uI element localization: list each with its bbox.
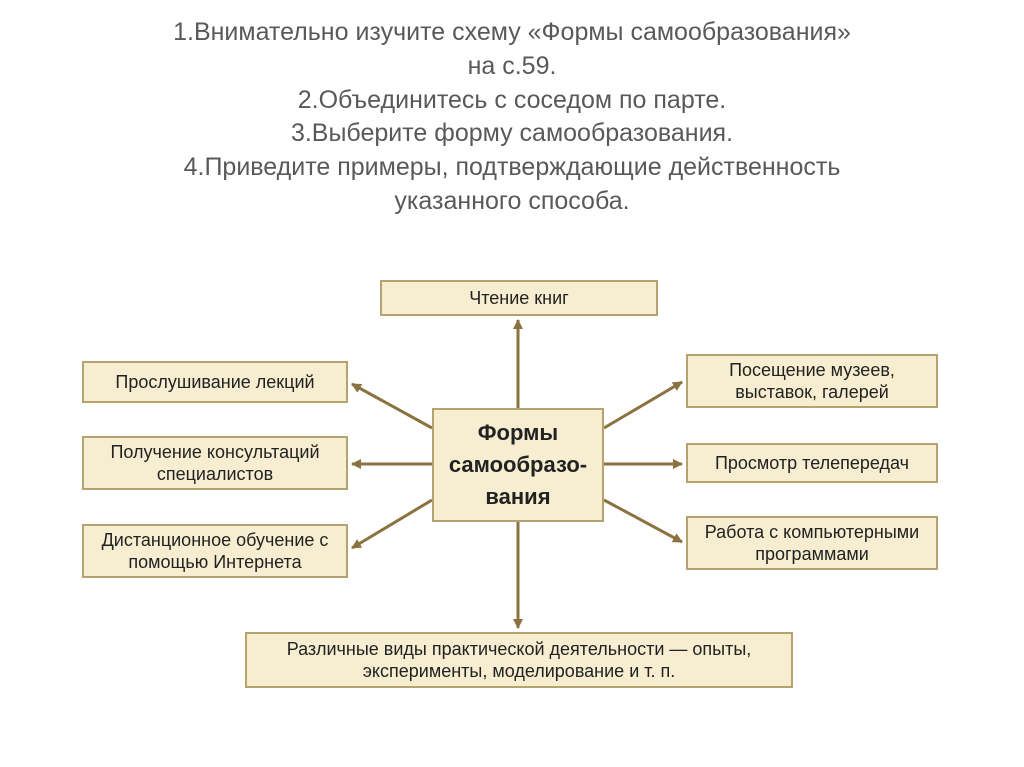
arrow: [604, 382, 682, 428]
header-line: указанного способа.: [40, 185, 984, 219]
node-l2: Получение консультаций специалистов: [82, 436, 348, 490]
arrow: [604, 500, 682, 542]
header-line: 1.Внимательно изучите схему «Формы самоо…: [40, 16, 984, 50]
center-box: Формысамообразо-вания: [432, 408, 604, 522]
node-r2: Просмотр телепередач: [686, 443, 938, 483]
node-l3: Дистанционное обучение с помощью Интерне…: [82, 524, 348, 578]
arrow: [352, 384, 432, 428]
instruction-header: 1.Внимательно изучите схему «Формы самоо…: [0, 0, 1024, 219]
header-line: 2.Объединитесь с соседом по парте.: [40, 84, 984, 118]
forms-diagram: Формысамообразо-вания Чтение книг Прослуши…: [0, 260, 1024, 760]
header-line: 3.Выберите форму самообразования.: [40, 117, 984, 151]
node-r1: Посещение музеев, выставок, галерей: [686, 354, 938, 408]
node-top: Чтение книг: [380, 280, 658, 316]
header-line: на с.59.: [40, 50, 984, 84]
arrow: [352, 500, 432, 548]
node-l1: Прослушивание лекций: [82, 361, 348, 403]
node-bottom: Различные виды практической деятельности…: [245, 632, 793, 688]
header-line: 4.Приведите примеры, подтверждающие дейс…: [40, 151, 984, 185]
node-r3: Работа с компьютерными программами: [686, 516, 938, 570]
